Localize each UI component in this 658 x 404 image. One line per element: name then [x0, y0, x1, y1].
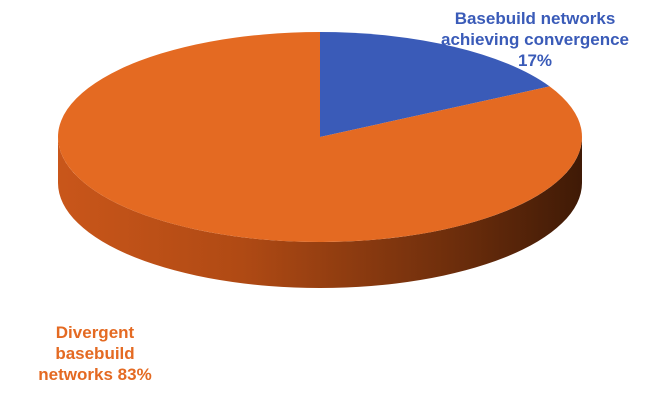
slice-label: Divergent basebuild networks 83%: [20, 322, 170, 385]
value-label: 17%: [517, 51, 553, 70]
category-label: Basebuild networks achieving convergence: [440, 9, 630, 49]
category-label: Divergent basebuild networks: [38, 323, 135, 384]
slice-side: [58, 137, 582, 288]
slice: [320, 32, 550, 137]
value-label: 83%: [117, 365, 152, 384]
slice-label: Basebuild networks achieving convergence…: [430, 8, 640, 71]
pie: [58, 32, 583, 288]
slice: [58, 32, 583, 243]
